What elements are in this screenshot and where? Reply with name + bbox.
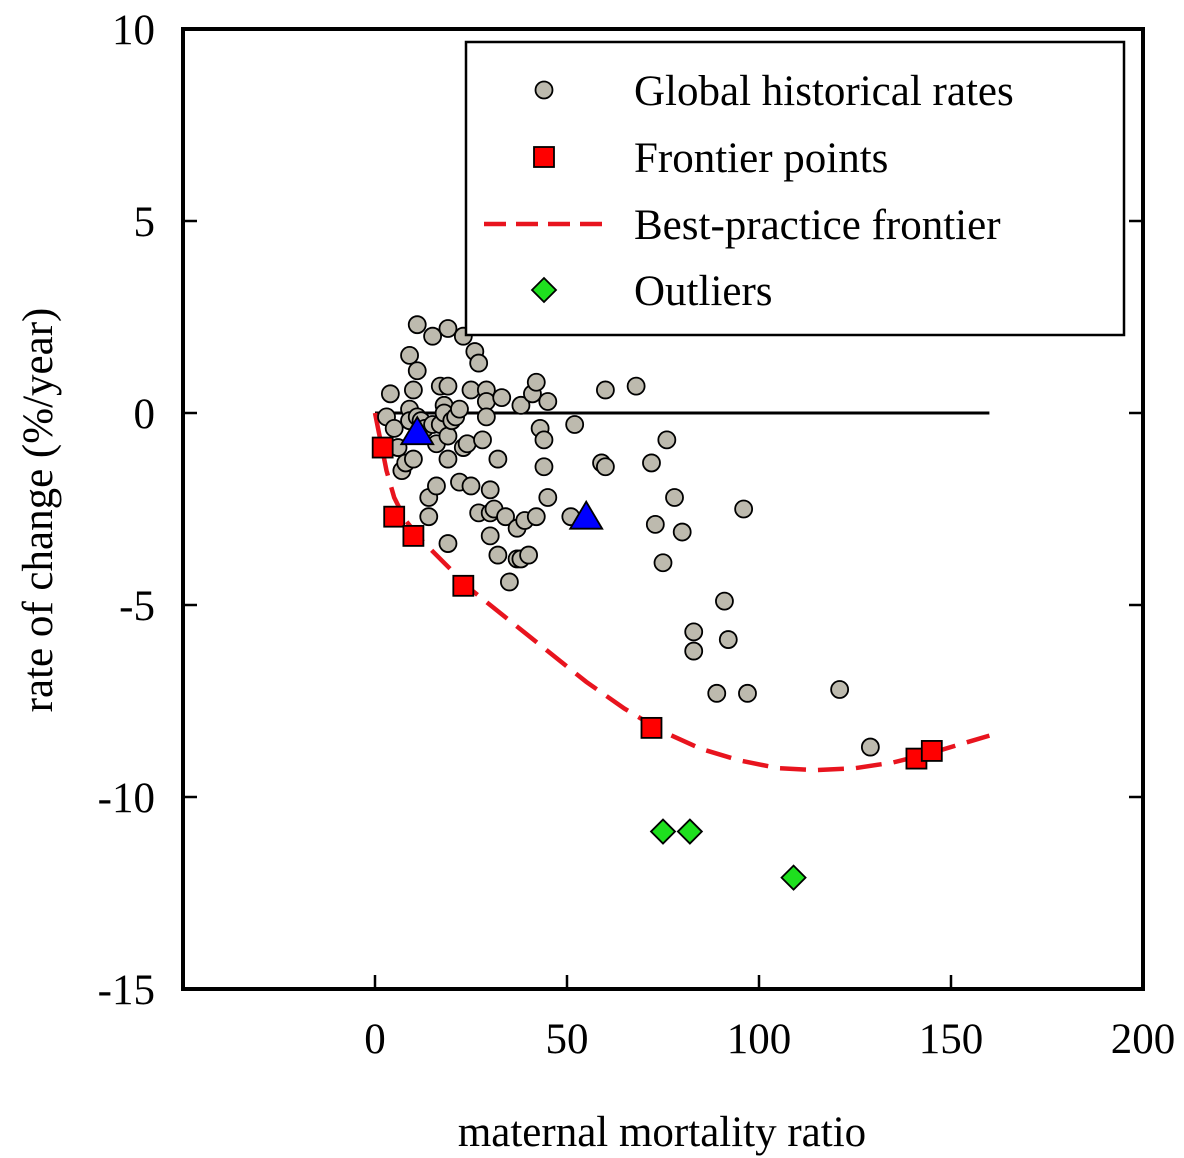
historical-point xyxy=(473,430,492,450)
historical-point xyxy=(461,476,481,496)
historical-point xyxy=(499,572,519,592)
frontier-point xyxy=(452,574,475,597)
historical-point xyxy=(538,488,558,507)
legend-label: Frontier points xyxy=(634,135,888,182)
plot-area xyxy=(181,27,1145,991)
historical-point xyxy=(645,514,665,534)
historical-point xyxy=(718,630,738,649)
historical-point xyxy=(534,457,554,477)
historical-point xyxy=(450,399,469,419)
historical-point xyxy=(384,418,404,438)
historical-point xyxy=(672,522,692,542)
historical-point xyxy=(707,683,727,703)
x-tick-label: 150 xyxy=(919,1016,984,1063)
historical-point xyxy=(438,449,458,469)
historical-point xyxy=(715,591,734,611)
historical-point xyxy=(407,361,427,381)
y-tick-label: -10 xyxy=(98,775,155,822)
historical-point xyxy=(830,680,850,699)
historical-point xyxy=(526,372,546,392)
legend-diamond-marker xyxy=(530,276,558,304)
historical-point xyxy=(400,345,419,365)
historical-point xyxy=(519,545,538,565)
historical-point xyxy=(403,380,423,400)
historical-point xyxy=(511,395,531,415)
historical-point xyxy=(461,380,481,400)
frontier-point xyxy=(402,524,425,547)
historical-point xyxy=(480,526,500,546)
historical-point xyxy=(657,430,677,450)
historical-point xyxy=(534,430,554,450)
x-tick-label: 50 xyxy=(546,1016,589,1063)
historical-point xyxy=(626,376,646,396)
x-tick-label: 0 xyxy=(364,1016,386,1063)
legend-box xyxy=(464,40,1126,337)
historical-point xyxy=(596,457,615,477)
historical-point xyxy=(684,622,704,642)
historical-point xyxy=(734,499,754,519)
triangle-point xyxy=(399,415,435,446)
historical-point xyxy=(380,384,400,404)
frontier-point xyxy=(640,716,663,739)
y-tick-label: 5 xyxy=(134,199,156,246)
historical-point xyxy=(480,480,500,500)
triangle-point xyxy=(568,499,604,530)
historical-point xyxy=(457,434,477,454)
historical-point xyxy=(565,415,585,434)
legend: Global historical rates Frontier points Be… xyxy=(464,40,1126,337)
historical-point xyxy=(438,426,458,446)
legend-label: Global historical rates xyxy=(634,68,1014,115)
historical-point xyxy=(665,488,684,507)
y-tick-label: 0 xyxy=(134,391,156,438)
legend-circle-marker xyxy=(534,80,554,100)
x-tick-label: 200 xyxy=(1111,1016,1176,1063)
frontier-point xyxy=(371,436,394,459)
historical-point xyxy=(488,449,508,469)
historical-point xyxy=(526,507,546,527)
historical-point xyxy=(496,507,515,527)
historical-point xyxy=(492,388,512,408)
historical-point xyxy=(419,507,439,527)
frontier-point xyxy=(920,740,943,762)
data-points-layer xyxy=(371,315,943,891)
historical-point xyxy=(738,683,757,703)
plot-frame xyxy=(181,27,1145,991)
y-tick-label: -15 xyxy=(98,967,155,1014)
best-practice-frontier-curve xyxy=(372,412,991,773)
historical-point xyxy=(403,449,423,469)
historical-point xyxy=(684,641,704,661)
y-axis-title: rate of change (%/year) xyxy=(15,308,62,713)
historical-point xyxy=(596,380,615,400)
historical-point xyxy=(423,326,443,346)
historical-point xyxy=(538,392,558,411)
historical-point xyxy=(407,315,427,335)
historical-point xyxy=(438,534,458,553)
historical-point xyxy=(860,737,880,757)
frontier-point xyxy=(383,505,406,528)
historical-point xyxy=(476,407,496,427)
historical-point xyxy=(642,453,661,473)
legend-label: Outliers xyxy=(634,268,773,315)
historical-point xyxy=(427,476,446,496)
outlier-point xyxy=(649,818,677,845)
legend-label: Best-practice frontier xyxy=(634,202,1001,249)
outlier-point xyxy=(676,818,704,845)
historical-point xyxy=(653,553,673,573)
x-axis-title: maternal mortality ratio xyxy=(458,1109,866,1156)
historical-point xyxy=(438,319,458,338)
outlier-point xyxy=(780,864,807,891)
x-tick-label: 100 xyxy=(727,1016,792,1063)
y-tick-label: 10 xyxy=(112,7,155,54)
historical-point xyxy=(438,376,458,396)
frontier-curve-layer xyxy=(372,412,991,773)
historical-point xyxy=(476,392,496,411)
legend-square-marker xyxy=(533,146,555,168)
historical-point xyxy=(488,545,508,565)
historical-point xyxy=(469,353,489,373)
y-tick-label: -5 xyxy=(119,583,155,630)
